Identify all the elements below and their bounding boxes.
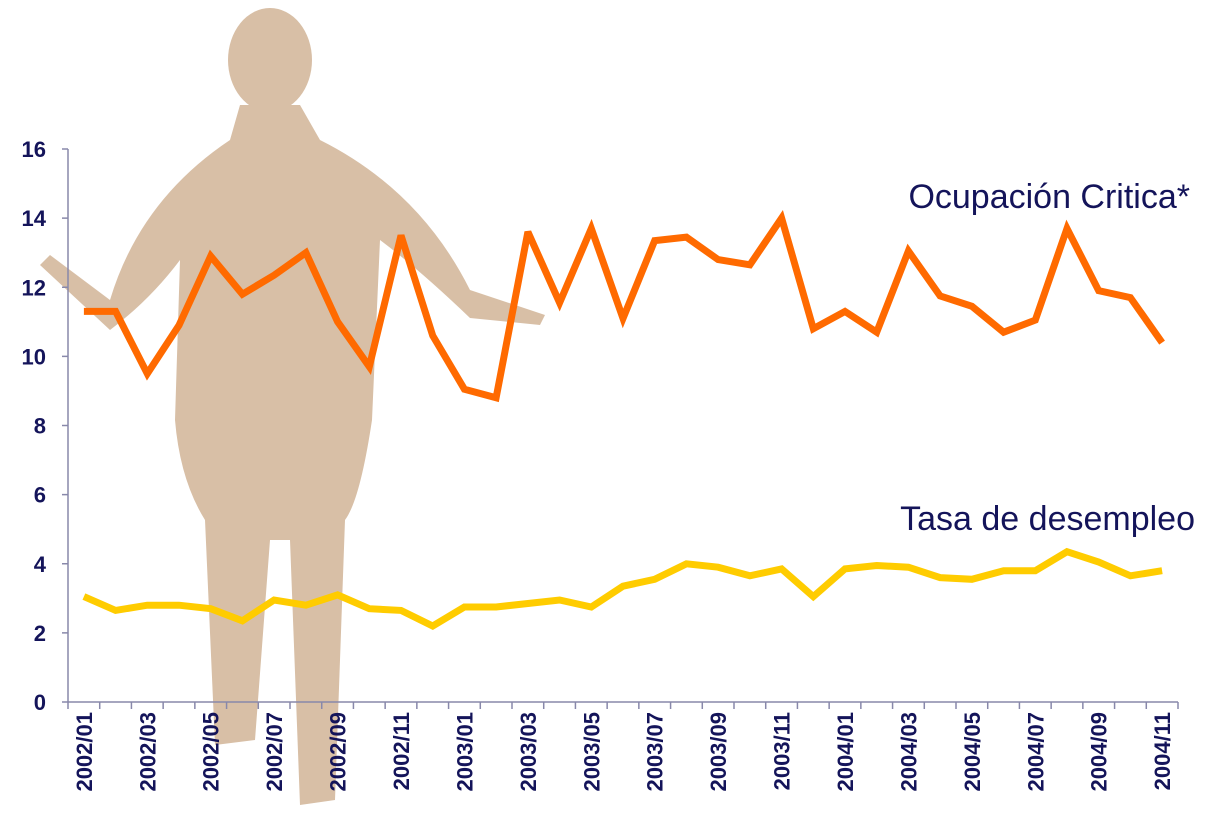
x-tick-label: 2002/05 [199, 712, 224, 792]
x-tick-label: 2003/07 [643, 712, 668, 792]
x-tick-label: 2003/11 [770, 712, 795, 790]
y-tick-label: 2 [34, 621, 46, 646]
x-tick-label: 2004/11 [1150, 712, 1175, 790]
y-tick-label: 4 [34, 552, 47, 577]
x-tick-label: 2002/11 [389, 712, 414, 790]
y-tick-label: 0 [34, 690, 46, 715]
x-tick-label: 2002/07 [262, 712, 287, 792]
x-tick-label: 2004/01 [833, 712, 858, 792]
x-tick-label: 2003/03 [516, 712, 541, 792]
x-tick-label: 2004/05 [960, 712, 985, 792]
x-tick-label: 2004/09 [1087, 712, 1112, 792]
x-tick-label: 2002/03 [135, 712, 160, 792]
x-tick-label: 2004/03 [896, 712, 921, 792]
y-tick-label: 10 [22, 344, 46, 369]
x-tick-label: 2002/01 [72, 712, 97, 792]
series-line [83, 209, 1165, 403]
x-tick-label: 2003/09 [706, 712, 731, 792]
y-tick-label: 12 [22, 275, 46, 300]
legend-label: Ocupación Critica* [908, 178, 1190, 216]
x-tick-label: 2003/05 [579, 712, 604, 792]
x-tick-label: 2003/01 [452, 712, 477, 792]
series-line [82, 547, 1163, 630]
legend-label: Tasa de desempleo [900, 500, 1195, 538]
y-tick-label: 6 [34, 483, 46, 508]
x-tick-label: 2004/07 [1023, 712, 1048, 792]
background-silhouette [40, 8, 545, 805]
y-tick-label: 16 [22, 137, 46, 162]
x-tick-label: 2002/09 [326, 712, 351, 792]
y-tick-label: 8 [34, 414, 46, 439]
y-tick-label: 14 [22, 206, 47, 231]
